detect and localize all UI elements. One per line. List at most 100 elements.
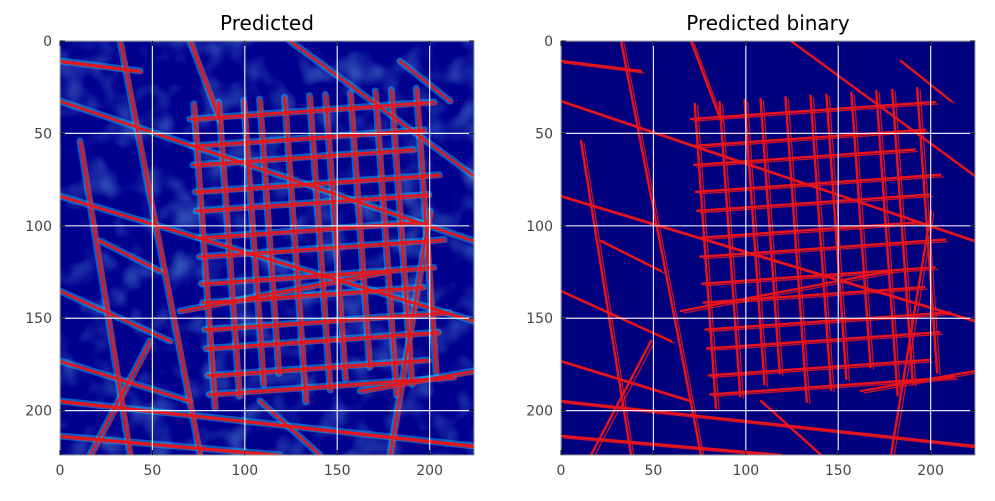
road-segment: [561, 359, 693, 403]
x-tick-label: 150: [324, 463, 351, 479]
y-tick-label: 0: [43, 34, 52, 50]
x-tick-label: 50: [143, 463, 161, 479]
road-segment: [563, 62, 645, 74]
road-segment: [392, 212, 434, 455]
road-segment: [701, 223, 924, 241]
road-segment: [60, 434, 282, 455]
road-segment: [863, 372, 975, 394]
road-segment: [859, 369, 975, 393]
road-segment: [696, 193, 931, 213]
road-segment: [206, 313, 453, 333]
axes-frame: [59, 40, 475, 456]
road-segment: [200, 223, 423, 241]
road-segment: [388, 209, 432, 455]
road-segment: [689, 41, 723, 123]
road-segment: [759, 97, 781, 375]
axis-ticks: 0 50 100 150 200 0 50 100 150 200: [526, 34, 975, 479]
road-segment: [118, 41, 202, 455]
road-segment: [619, 41, 703, 455]
road-segment: [695, 131, 929, 149]
road-segment: [198, 195, 433, 214]
road-segment: [699, 238, 947, 258]
road-segment: [693, 42, 725, 124]
road-segment: [194, 131, 428, 149]
y-tick-label: 100: [25, 219, 52, 235]
road-segment: [188, 41, 222, 123]
road-segment: [583, 142, 635, 455]
road-segment: [563, 362, 695, 404]
road-segment: [60, 99, 474, 243]
road-segment: [352, 94, 374, 370]
y-tick-label: 100: [526, 219, 553, 235]
road-segment: [563, 437, 769, 455]
road-segment: [709, 333, 943, 352]
road-segment: [763, 402, 823, 455]
road-segment: [594, 342, 655, 455]
panel-predicted-binary: Predicted binary 0 50 100 150 200 0 50 100 150 20…: [526, 11, 976, 479]
road-segment: [193, 173, 441, 194]
road-segment: [743, 99, 766, 386]
y-tick-label: 200: [526, 404, 553, 420]
road-segment: [762, 100, 784, 377]
road-segment: [62, 197, 474, 323]
x-tick-label: 150: [825, 463, 852, 479]
heatmap-image: [561, 41, 975, 455]
road-segment: [689, 100, 937, 121]
road-segment: [561, 59, 643, 73]
road-segment: [561, 434, 783, 455]
road-segment: [191, 148, 415, 167]
road-segment: [93, 342, 154, 455]
road-segment: [793, 42, 975, 177]
road-segment: [242, 99, 265, 386]
road-segment: [893, 212, 935, 455]
road-segment: [192, 103, 438, 122]
road-segment: [258, 97, 280, 375]
road-segment: [182, 272, 394, 314]
road-segment: [210, 361, 432, 379]
y-tick-label: 50: [535, 126, 553, 142]
road-segment: [207, 376, 455, 396]
x-tick-label: 100: [732, 463, 759, 479]
road-segment: [722, 103, 744, 399]
x-tick-label: 50: [644, 463, 662, 479]
road-segment: [327, 95, 349, 382]
road-segment: [711, 361, 933, 379]
road-segment: [692, 148, 916, 167]
road-segment: [889, 209, 933, 455]
road-segment: [561, 399, 975, 448]
road-segment: [362, 372, 474, 394]
road-segment: [188, 100, 436, 121]
panel-predicted: Predicted 0 50 100 150 200 0 50 100 150 200: [25, 11, 475, 479]
road-segment: [62, 102, 474, 243]
road-segment: [358, 369, 474, 393]
road-segment: [82, 142, 134, 455]
road-segment: [853, 94, 875, 370]
road-segment: [683, 272, 895, 314]
road-segment: [708, 376, 956, 396]
road-segment: [828, 95, 850, 382]
road-segment: [679, 269, 893, 313]
road-segment: [311, 96, 334, 393]
road-segment: [812, 96, 835, 393]
road-segment: [62, 62, 144, 74]
road-segment: [704, 268, 939, 287]
chart-title: Predicted binary: [686, 11, 850, 35]
road-segment: [262, 402, 322, 455]
road-segment: [197, 176, 443, 195]
chart-title: Predicted: [220, 11, 314, 35]
x-tick-label: 0: [557, 463, 566, 479]
road-segment: [196, 221, 420, 239]
road-segment: [261, 100, 283, 377]
road-segment: [221, 103, 243, 399]
road-segment: [903, 62, 955, 104]
road-segment: [62, 437, 268, 455]
road-segment: [349, 91, 371, 369]
road-segment: [707, 313, 954, 333]
road-segment: [694, 173, 942, 194]
road-segment: [623, 42, 705, 455]
road-segment: [693, 103, 939, 122]
road-segment: [402, 62, 454, 104]
road-segment: [208, 333, 442, 352]
road-segment: [198, 238, 446, 258]
